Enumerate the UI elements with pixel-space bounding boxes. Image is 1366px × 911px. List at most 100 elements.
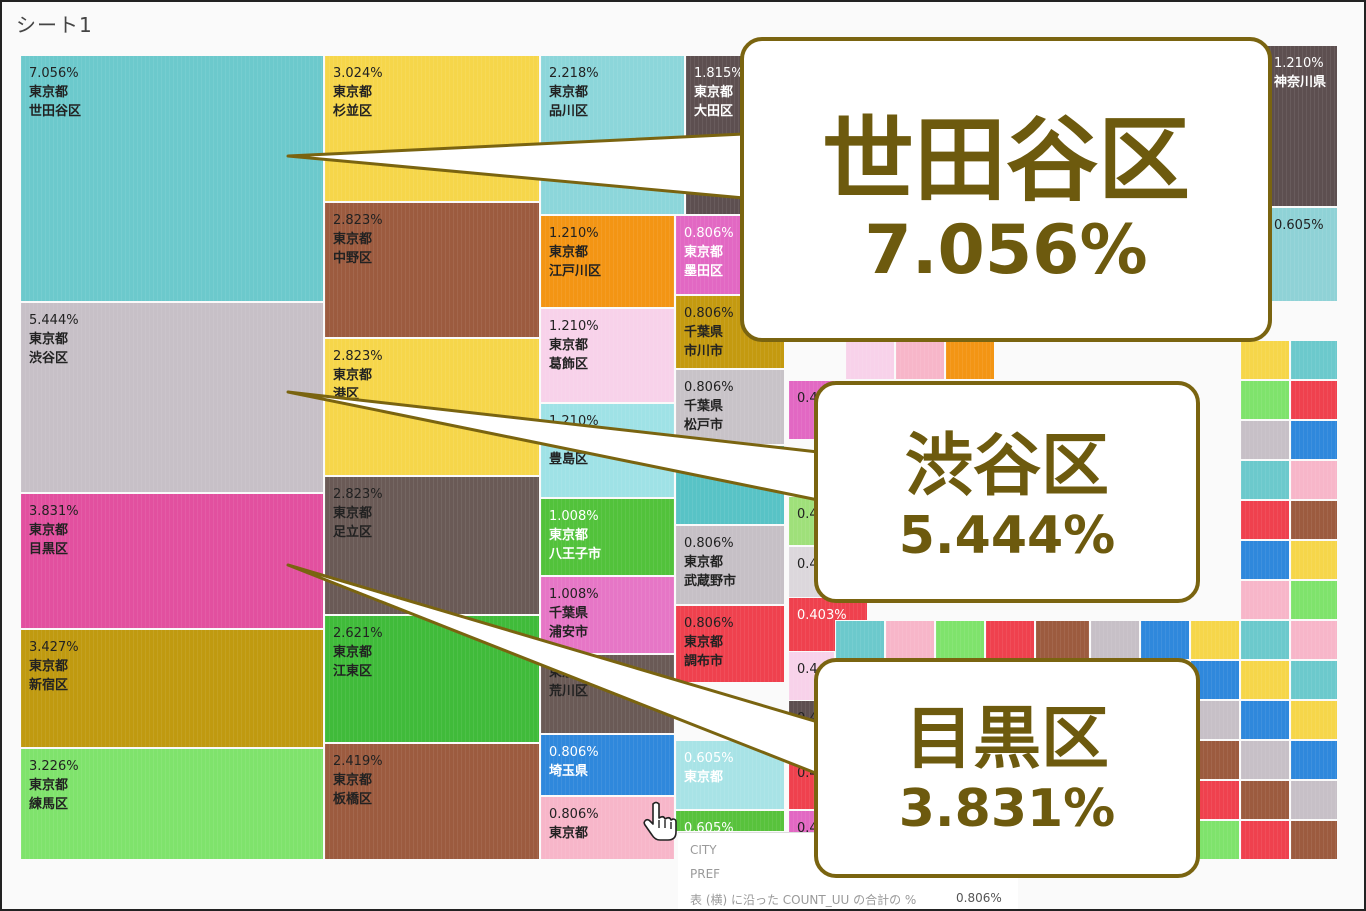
treemap-tile[interactable]: 2.621% 東京都 江東区 [324,615,540,743]
tile-pref: 東京都 [29,523,69,538]
treemap-tile[interactable]: 東京都 荒川区 [540,654,675,734]
treemap-small-tile[interactable] [1240,700,1290,740]
tile-pct: 5.444% [29,313,79,328]
treemap-tile-label: 0.806% 埼玉県 [549,743,599,781]
tile-pref: 東京都 [333,232,373,247]
treemap-tile-label: 2.823% 東京都 中野区 [333,211,383,268]
treemap-tile-label: 1.815% 東京都 大田区 [694,64,744,121]
hand-cursor-icon [643,801,677,841]
treemap-small-tile[interactable] [1240,580,1290,620]
treemap-tile[interactable]: 2.823% 東京都 港区 [324,338,540,476]
treemap-tile-label: 1.210% 東京都 葛飾区 [549,317,599,374]
treemap-small-tile[interactable] [1290,540,1338,580]
tile-name: 練馬区 [29,797,69,812]
treemap-small-tile[interactable] [1290,700,1338,740]
treemap-small-tile[interactable] [1290,780,1338,820]
treemap-tile[interactable]: 5.444% 東京都 渋谷区 [20,302,324,493]
treemap-small-tile[interactable] [1240,540,1290,580]
sheet-title: シート1 [16,13,93,37]
treemap-tile-label: 0.806% 千葉県 市川市 [684,304,734,361]
tile-pref: 東京都 [549,433,589,448]
tile-pref: 東京都 [333,645,373,660]
treemap-tile[interactable]: 3.831% 東京都 目黒区 [20,493,324,629]
tile-name: 武蔵野市 [684,574,737,589]
callout-setagaya-name: 世田谷区 [821,107,1190,214]
treemap-small-tile[interactable] [1290,580,1338,620]
treemap-small-tile[interactable] [1240,740,1290,780]
tile-name: 足立区 [333,525,373,540]
treemap-small-tile[interactable] [1140,620,1190,660]
treemap-tile[interactable]: 0.806% 東京都調布市 [675,605,785,683]
treemap-tile[interactable]: 3.226% 東京都 練馬区 [20,748,324,860]
treemap-small-tile[interactable] [1240,620,1290,660]
tile-pct: 3.024% [333,66,383,81]
treemap-small-tile[interactable] [835,620,885,660]
treemap-small-tile[interactable] [1290,740,1338,780]
tile-pct: 0.806% [684,306,734,321]
treemap-small-tile[interactable] [1240,780,1290,820]
treemap-tile-label: 2.823% 東京都 港区 [333,347,383,404]
tile-name: 調布市 [684,654,724,669]
callout-setagaya-pct: 7.056% [864,211,1148,290]
tile-pref: 東京都 [684,635,724,650]
callout-shibuya-name: 渋谷区 [904,427,1109,506]
treemap-tile[interactable]: 0.605% [675,810,785,836]
treemap-tile-label: 1.210% 東京都 江戸川区 [549,224,601,281]
treemap-tile[interactable]: 0.806% 千葉県 松戸市 [675,369,785,445]
tile-name: 世田谷区 [29,104,82,119]
treemap-small-tile[interactable] [1290,500,1338,540]
tile-pref: 東京都 [333,506,373,521]
treemap-small-tile[interactable] [1090,620,1140,660]
treemap-tile[interactable]: 1.210% 東京都 葛飾区 [540,308,675,403]
treemap-tile[interactable]: 2.218% 東京都 品川区 [540,55,685,215]
treemap-small-tile[interactable] [1240,500,1290,540]
treemap-tile[interactable]: 1.210% 東京都 豊島区 [540,403,675,498]
treemap-small-tile[interactable] [1190,620,1240,660]
treemap-small-tile[interactable] [1035,620,1090,660]
treemap-small-tile[interactable] [1290,460,1338,500]
treemap-tile[interactable]: 神奈川県 [675,445,785,525]
treemap-tile[interactable]: 1.210% 神奈川県 [1265,45,1338,207]
treemap-tile[interactable]: 2.823% 東京都 足立区 [324,476,540,615]
treemap-tile[interactable]: 0.605% 東京都 [675,740,785,810]
treemap-small-tile[interactable] [1290,340,1338,380]
treemap-tile[interactable]: 1.008% 千葉県 浦安市 [540,576,675,654]
tile-pct: 0.806% [684,616,734,631]
treemap-small-tile[interactable] [1240,660,1290,700]
treemap-tile[interactable]: 0.605% [1265,207,1338,302]
treemap-tile[interactable]: 7.056% 東京都 世田谷区 [20,55,324,302]
treemap-tile[interactable]: 1.008% 東京都 八王子市 [540,498,675,576]
treemap-small-tile[interactable] [1290,620,1338,660]
treemap-tile[interactable]: 1.210% 東京都 江戸川区 [540,215,675,308]
treemap-tile[interactable]: 3.427% 東京都 新宿区 [20,629,324,748]
tooltip-pref-label: PREF [690,867,721,881]
tile-pct: 1.815% [694,66,744,81]
treemap-small-tile[interactable] [1290,420,1338,460]
treemap-small-tile[interactable] [1240,420,1290,460]
treemap-small-tile[interactable] [935,620,985,660]
treemap-small-tile[interactable] [885,620,935,660]
treemap-tile[interactable]: 2.419% 東京都 板橋区 [324,743,540,860]
treemap-small-tile[interactable] [985,620,1035,660]
treemap-small-tile[interactable] [1290,820,1338,860]
tile-pct: 2.218% [549,66,599,81]
treemap-small-tile[interactable] [1240,460,1290,500]
treemap-small-tile[interactable] [1290,660,1338,700]
treemap-tile[interactable]: 0.806% 東京都 武蔵野市 [675,525,785,605]
tile-pct: 2.823% [333,349,383,364]
treemap-tile[interactable]: 3.024% 東京都 杉並区 [324,55,540,202]
treemap-small-tile[interactable] [1290,380,1338,420]
tile-pct: 1.210% [549,414,599,429]
treemap-small-tile[interactable] [1240,340,1290,380]
tile-pref: 千葉県 [684,325,724,340]
treemap-tile[interactable]: 0.806% 埼玉県 [540,734,675,796]
treemap-small-tile[interactable] [1240,380,1290,420]
tile-pref: 東京都 [29,85,69,100]
tile-name: 葛飾区 [549,357,589,372]
treemap-tile[interactable]: 2.823% 東京都 中野区 [324,202,540,338]
tile-pct: 3.427% [29,640,79,655]
treemap-tile-label: 2.419% 東京都 板橋区 [333,752,383,809]
treemap-small-tile[interactable] [1240,820,1290,860]
tile-name: 港区 [333,387,360,402]
